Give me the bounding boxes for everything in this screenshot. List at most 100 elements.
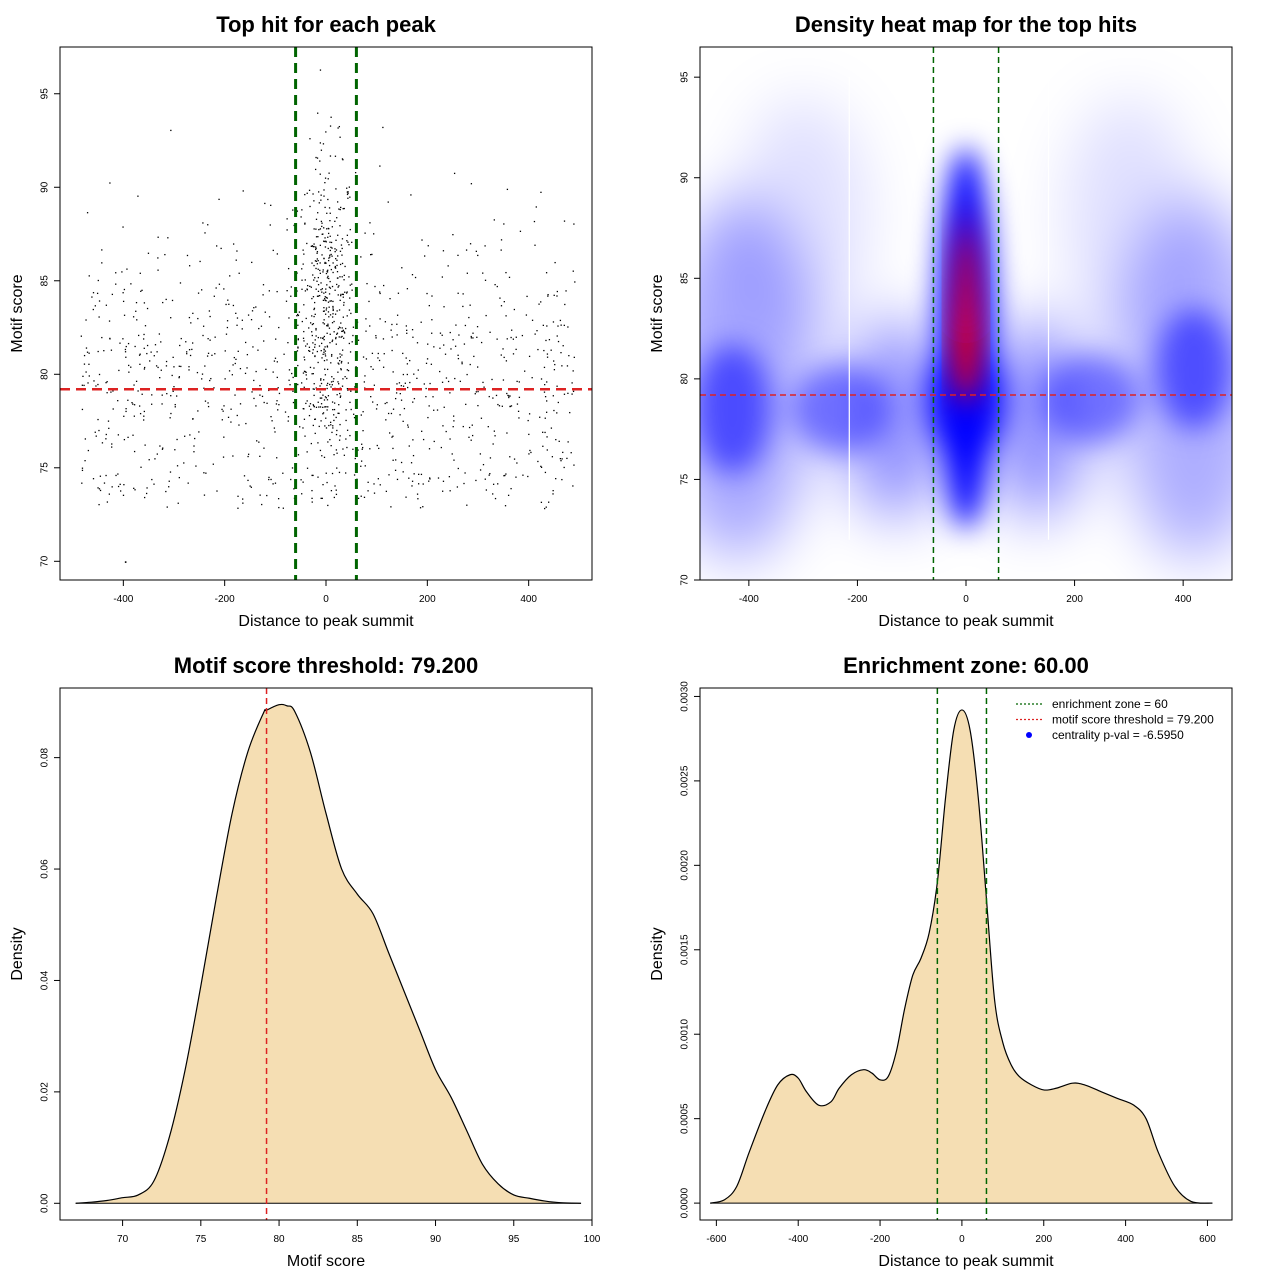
data-point [302,372,305,374]
data-point [188,265,191,267]
data-point [159,445,161,447]
data-point [338,412,340,415]
data-point [157,366,159,369]
data-point [311,331,313,333]
data-point [440,446,443,449]
data-point [411,480,414,482]
data-point [346,193,349,196]
data-point [572,390,575,393]
data-point [266,402,268,404]
data-point [141,289,143,291]
data-point [480,417,483,419]
chart-title: Density heat map for the top hits [795,12,1137,37]
data-point [340,336,342,338]
x-tick-label: 200 [1066,594,1083,605]
data-point [515,476,517,478]
data-point [340,369,342,371]
data-point [297,338,299,340]
data-point [394,397,397,400]
data-point [324,355,327,357]
data-point [322,233,324,235]
data-point [554,363,556,366]
data-point [569,411,571,414]
data-point [334,266,336,269]
data-point [373,492,376,494]
data-point [186,254,189,257]
data-point [477,254,479,257]
data-point [276,290,278,293]
data-point [473,355,475,358]
data-point [236,324,238,326]
x-tick-label: 200 [1035,1234,1052,1245]
data-point [81,482,83,484]
y-tick-label: 80 [40,368,51,380]
data-point [458,334,460,336]
data-point [339,299,341,302]
data-point [353,474,356,476]
data-point [172,390,174,392]
data-point [468,426,471,429]
data-point [286,218,288,220]
y-tick-label: 70 [40,555,51,567]
data-point [203,387,205,389]
data-point [125,408,127,410]
data-point [233,356,235,359]
density-curve [75,703,582,1204]
data-point [369,448,371,450]
data-point [477,366,479,368]
data-point [223,436,225,438]
data-point [282,507,284,509]
data-point [338,471,341,474]
data-point [522,474,524,476]
data-point [321,222,323,224]
data-point [496,285,498,288]
data-point [186,353,188,355]
data-point [97,383,99,386]
data-point [557,325,559,327]
data-point [271,420,273,422]
data-point [571,393,573,395]
data-point [497,483,499,485]
data-point [378,447,380,450]
data-point [489,472,491,475]
data-point [336,271,339,273]
data-point [533,220,536,223]
data-point [213,387,215,389]
data-point [329,333,331,335]
data-point [331,247,333,249]
data-point [111,443,113,445]
data-point [270,204,272,206]
data-point [329,254,331,256]
data-point [347,197,349,199]
data-point [173,386,175,388]
data-point [327,311,330,313]
data-point [441,276,444,278]
data-point [365,330,367,332]
data-point [340,206,342,209]
data-point [306,400,308,402]
data-point [327,441,329,443]
panel-distance-density: -600 -400 -200 0 200 400 6000.00000.00050.0010… [649,653,1233,1270]
data-point [427,245,429,247]
data-point [204,365,206,367]
data-point [561,478,563,481]
data-point [290,478,292,481]
y-tick-label: 95 [40,88,51,100]
data-point [135,310,137,312]
data-point [197,317,199,320]
data-point [409,381,411,384]
data-point [528,413,531,415]
data-point [563,393,566,395]
data-point [431,332,433,334]
data-point [528,453,530,455]
x-tick-label: 400 [520,594,537,605]
data-point [340,293,342,296]
data-point [320,194,322,196]
data-point [143,333,145,336]
data-point [125,345,127,348]
data-point [324,313,327,315]
y-tick-label: 90 [680,172,691,184]
data-point [336,310,338,312]
data-point [489,457,492,459]
data-point [544,507,546,510]
